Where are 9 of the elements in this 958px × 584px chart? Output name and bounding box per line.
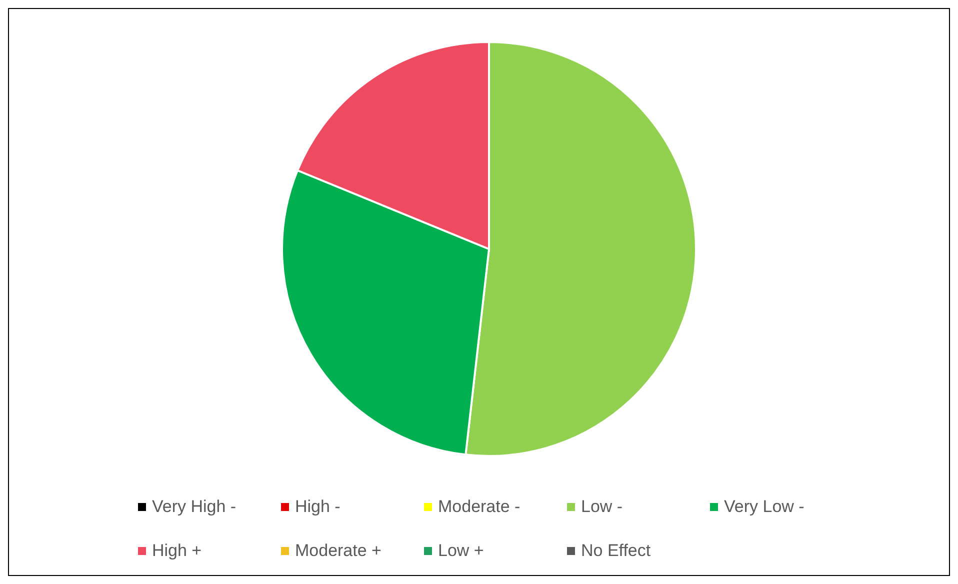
legend-label: Moderate + [295, 541, 382, 560]
legend-label: Low + [438, 541, 484, 560]
legend-label: No Effect [581, 541, 651, 560]
legend-label: Very Low - [724, 497, 804, 516]
legend-label: Moderate - [438, 497, 520, 516]
legend-label: Low - [581, 497, 623, 516]
legend-label: High + [152, 541, 202, 560]
legend-label: Very High - [152, 497, 236, 516]
legend-label: High - [295, 497, 340, 516]
